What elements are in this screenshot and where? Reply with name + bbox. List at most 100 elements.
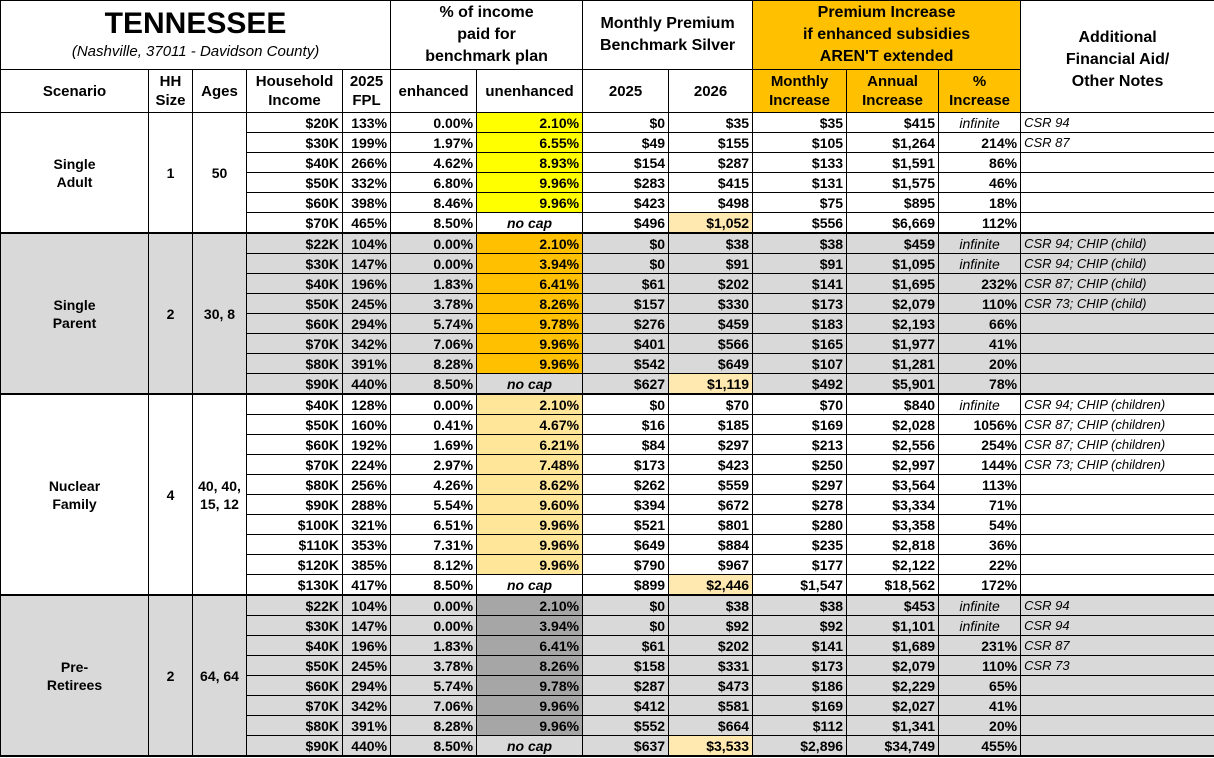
annual-increase: $2,229: [846, 675, 940, 696]
monthly-increase: $169: [752, 695, 848, 716]
premium-2026: $3,533: [668, 735, 754, 757]
income: $60K: [246, 675, 343, 696]
annual-increase: $2,818: [846, 534, 940, 555]
enhanced: 7.31%: [390, 534, 478, 555]
fpl: 245%: [341, 293, 392, 314]
fpl: 385%: [341, 554, 392, 575]
monthly-increase: $169: [752, 414, 848, 435]
premium-2025: $627: [582, 373, 670, 395]
fpl: 196%: [341, 273, 392, 294]
monthly-increase: $133: [752, 152, 848, 173]
monthly-increase: $38: [752, 232, 848, 254]
annual-increase: $2,079: [846, 655, 940, 676]
monthly-increase: $2,896: [752, 735, 848, 757]
premium-2026: $91: [668, 253, 754, 274]
unenhanced: 9.96%: [476, 514, 584, 535]
enhanced: 0.00%: [390, 112, 478, 133]
premium-2026: $423: [668, 454, 754, 475]
enhanced: 8.12%: [390, 554, 478, 575]
premium-2026: $459: [668, 313, 754, 334]
unenhanced: 2.10%: [476, 594, 584, 616]
fpl: 128%: [341, 393, 392, 415]
unenhanced: 8.93%: [476, 152, 584, 173]
note-empty: [1020, 735, 1214, 757]
scenario: Nuclear Family: [0, 393, 149, 596]
fpl: 321%: [341, 514, 392, 535]
note-empty: [1020, 675, 1214, 696]
pct-increase: infinite: [938, 393, 1022, 415]
unenhanced: 9.78%: [476, 313, 584, 334]
income: $30K: [246, 615, 343, 636]
fpl: 294%: [341, 313, 392, 334]
income: $40K: [246, 152, 343, 173]
note: CSR 94: [1020, 594, 1214, 616]
fpl: 332%: [341, 172, 392, 193]
annual-increase: $3,564: [846, 474, 940, 495]
premium-2025: $423: [582, 192, 670, 213]
column-header: Household Income: [246, 69, 343, 113]
monthly-increase: $141: [752, 635, 848, 656]
income: $100K: [246, 514, 343, 535]
enhanced: 7.06%: [390, 333, 478, 354]
fpl: 199%: [341, 132, 392, 153]
column-header: Monthly Increase: [752, 69, 848, 113]
note: CSR 87; CHIP (child): [1020, 273, 1214, 294]
annual-increase: $1,264: [846, 132, 940, 153]
income: $50K: [246, 414, 343, 435]
premium-2026: $92: [668, 615, 754, 636]
income: $80K: [246, 353, 343, 374]
premium-2026: $287: [668, 152, 754, 173]
monthly-increase: $91: [752, 253, 848, 274]
fpl: 192%: [341, 434, 392, 455]
unenhanced: 9.96%: [476, 695, 584, 716]
hh-size: 1: [148, 112, 193, 234]
note: CSR 73; CHIP (child): [1020, 293, 1214, 314]
pct-increase: infinite: [938, 112, 1022, 133]
income: $60K: [246, 434, 343, 455]
monthly-increase: $213: [752, 434, 848, 455]
premium-2025: $649: [582, 534, 670, 555]
annual-increase: $1,575: [846, 172, 940, 193]
column-header: unenhanced: [476, 69, 584, 113]
enhanced: 1.69%: [390, 434, 478, 455]
premium-2026: $498: [668, 192, 754, 213]
fpl: 417%: [341, 574, 392, 596]
enhanced: 8.50%: [390, 212, 478, 234]
note: CSR 87; CHIP (children): [1020, 414, 1214, 435]
pct-increase: 20%: [938, 715, 1022, 736]
fpl: 294%: [341, 675, 392, 696]
monthly-increase: $173: [752, 293, 848, 314]
pct-increase: 172%: [938, 574, 1022, 596]
monthly-increase: $141: [752, 273, 848, 294]
premium-2025: $287: [582, 675, 670, 696]
income: $20K: [246, 112, 343, 133]
note: CSR 73: [1020, 655, 1214, 676]
annual-increase: $6,669: [846, 212, 940, 234]
fpl: 147%: [341, 615, 392, 636]
income: $70K: [246, 212, 343, 234]
note-empty: [1020, 474, 1214, 495]
annual-increase: $1,977: [846, 333, 940, 354]
annual-increase: $415: [846, 112, 940, 133]
monthly-increase: $35: [752, 112, 848, 133]
premium-2026: $581: [668, 695, 754, 716]
annual-increase: $2,122: [846, 554, 940, 575]
premium-2025: $790: [582, 554, 670, 575]
note: CSR 94; CHIP (child): [1020, 232, 1214, 254]
monthly-increase: $38: [752, 594, 848, 616]
enhanced: 6.80%: [390, 172, 478, 193]
unenhanced: 2.10%: [476, 112, 584, 133]
income: $70K: [246, 333, 343, 354]
unenhanced: no cap: [476, 373, 584, 395]
income: $120K: [246, 554, 343, 575]
income: $50K: [246, 172, 343, 193]
pct-increase: 71%: [938, 494, 1022, 515]
enhanced: 8.50%: [390, 373, 478, 395]
unenhanced: 8.26%: [476, 655, 584, 676]
pct-increase: 41%: [938, 333, 1022, 354]
income: $80K: [246, 474, 343, 495]
fpl: 196%: [341, 635, 392, 656]
income: $50K: [246, 655, 343, 676]
unenhanced: 6.41%: [476, 273, 584, 294]
pct-increase: 113%: [938, 474, 1022, 495]
